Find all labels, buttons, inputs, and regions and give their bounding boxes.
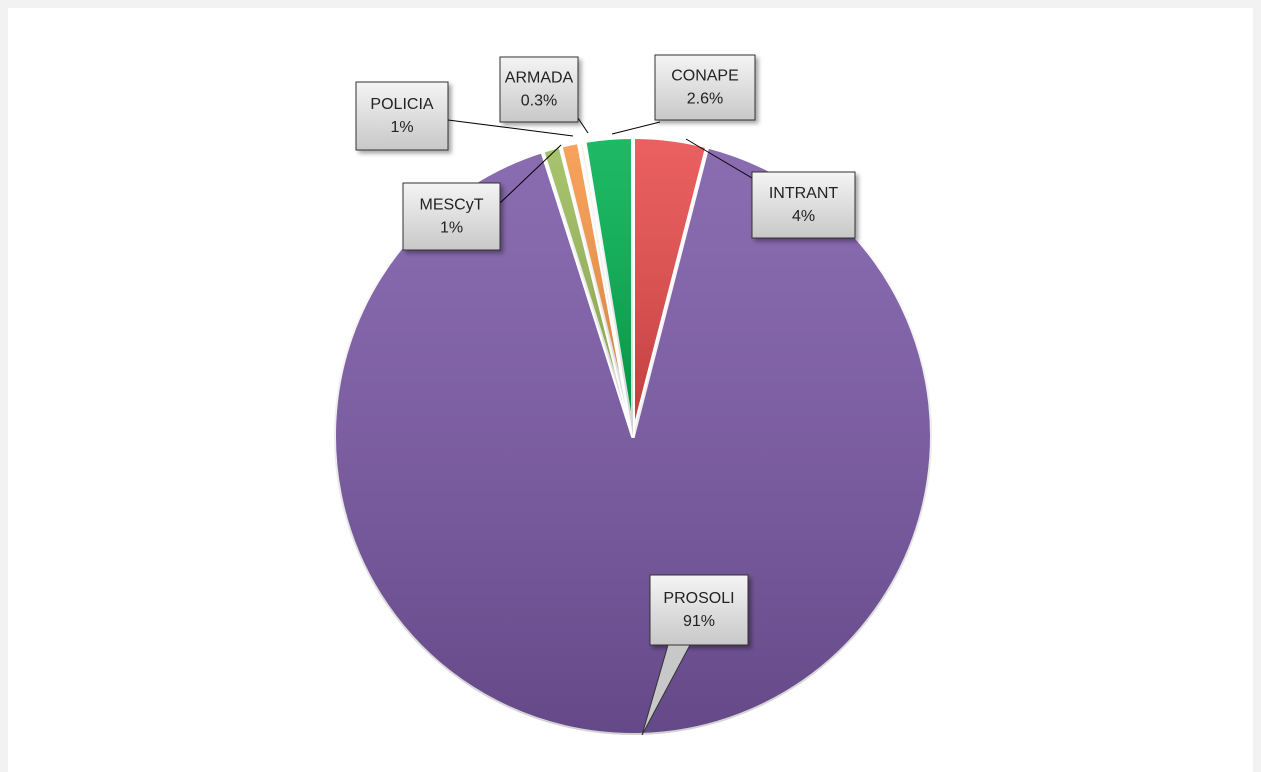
data-label-value: 2.6%	[687, 91, 723, 108]
data-label-value: 1%	[440, 220, 463, 237]
slice-shade	[584, 137, 633, 436]
data-label-value: 0.3%	[521, 93, 557, 110]
data-label-name: CONAPE	[671, 68, 739, 85]
label-box	[649, 574, 749, 646]
data-label-value: 4%	[792, 208, 815, 225]
label-box	[402, 182, 501, 251]
slice-shade	[542, 145, 633, 436]
label-pointer	[641, 644, 691, 736]
data-label-name: POLICIA	[370, 96, 433, 113]
label-box	[751, 171, 856, 239]
label-box	[499, 56, 579, 123]
data-label-value: 1%	[390, 119, 413, 136]
leader-line	[577, 117, 589, 134]
leader-line	[611, 121, 661, 135]
data-label-name: INTRANT	[769, 185, 839, 202]
data-label-name: PROSOLI	[663, 590, 734, 607]
data-label-value: 91%	[683, 613, 715, 630]
data-label-name: MESCyT	[420, 197, 484, 214]
leader-line	[499, 144, 562, 204]
slice-shade	[334, 146, 932, 735]
leader-line	[685, 138, 753, 179]
slice-shade	[560, 141, 633, 436]
data-label-name: ARMADA	[505, 70, 574, 87]
label-box	[355, 81, 449, 151]
label-box	[654, 54, 756, 121]
leader-line	[447, 119, 574, 137]
